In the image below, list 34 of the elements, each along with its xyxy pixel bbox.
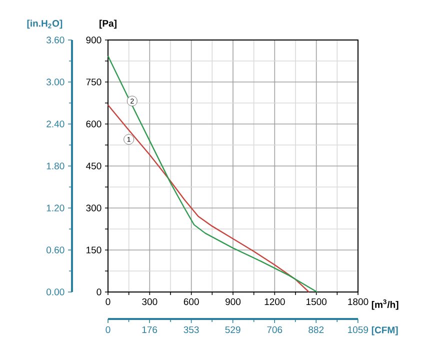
y-tick-label: 0 <box>96 288 102 296</box>
y2-tick-label: 1.80 <box>46 162 64 170</box>
y2-tick-label: 3.00 <box>46 78 64 86</box>
y-tick-label: 600 <box>86 120 102 128</box>
x-tick-label: 1500 <box>306 298 327 306</box>
x-tick-label: 600 <box>184 298 199 306</box>
x2-tick-label: 176 <box>142 326 158 334</box>
x-tick-label: 300 <box>142 298 158 306</box>
x2-tick-label: 0 <box>106 326 110 334</box>
x2-tick-label: 882 <box>308 326 324 334</box>
y-tick-label: 300 <box>86 204 102 212</box>
y-tick-label: 900 <box>86 36 102 44</box>
y2-axis-title: [in.H$_{2}$O] <box>27 20 62 29</box>
x2-tick-label: 529 <box>225 326 240 334</box>
x-tick-label: 1200 <box>264 298 285 306</box>
y-axis-title: [Pa] <box>100 20 116 29</box>
y2-tick-label: 0.00 <box>46 288 64 296</box>
y2-tick-label: 2.40 <box>46 120 64 128</box>
y2-tick-label: 3.60 <box>46 36 64 44</box>
y-tick-label: 150 <box>86 246 102 254</box>
x-tick-label: 0 <box>106 298 110 306</box>
x-axis-title: [m$^{3}$/h] <box>372 299 398 310</box>
x2-tick-label: 1059 <box>348 326 368 334</box>
y-tick-label: 750 <box>86 78 102 86</box>
x-tick-label: 1800 <box>348 298 368 306</box>
x2-tick-label: 706 <box>267 326 282 334</box>
line-series <box>107 55 318 293</box>
x-tick-label: 900 <box>226 298 241 306</box>
y-tick-label: 450 <box>86 162 102 170</box>
line-series <box>107 104 310 293</box>
y2-tick-label: 0.60 <box>46 246 64 254</box>
x2-axis-title: [CFM] <box>372 326 398 336</box>
x2-tick-label: 353 <box>184 326 199 334</box>
y2-tick-label: 1.20 <box>46 204 64 212</box>
